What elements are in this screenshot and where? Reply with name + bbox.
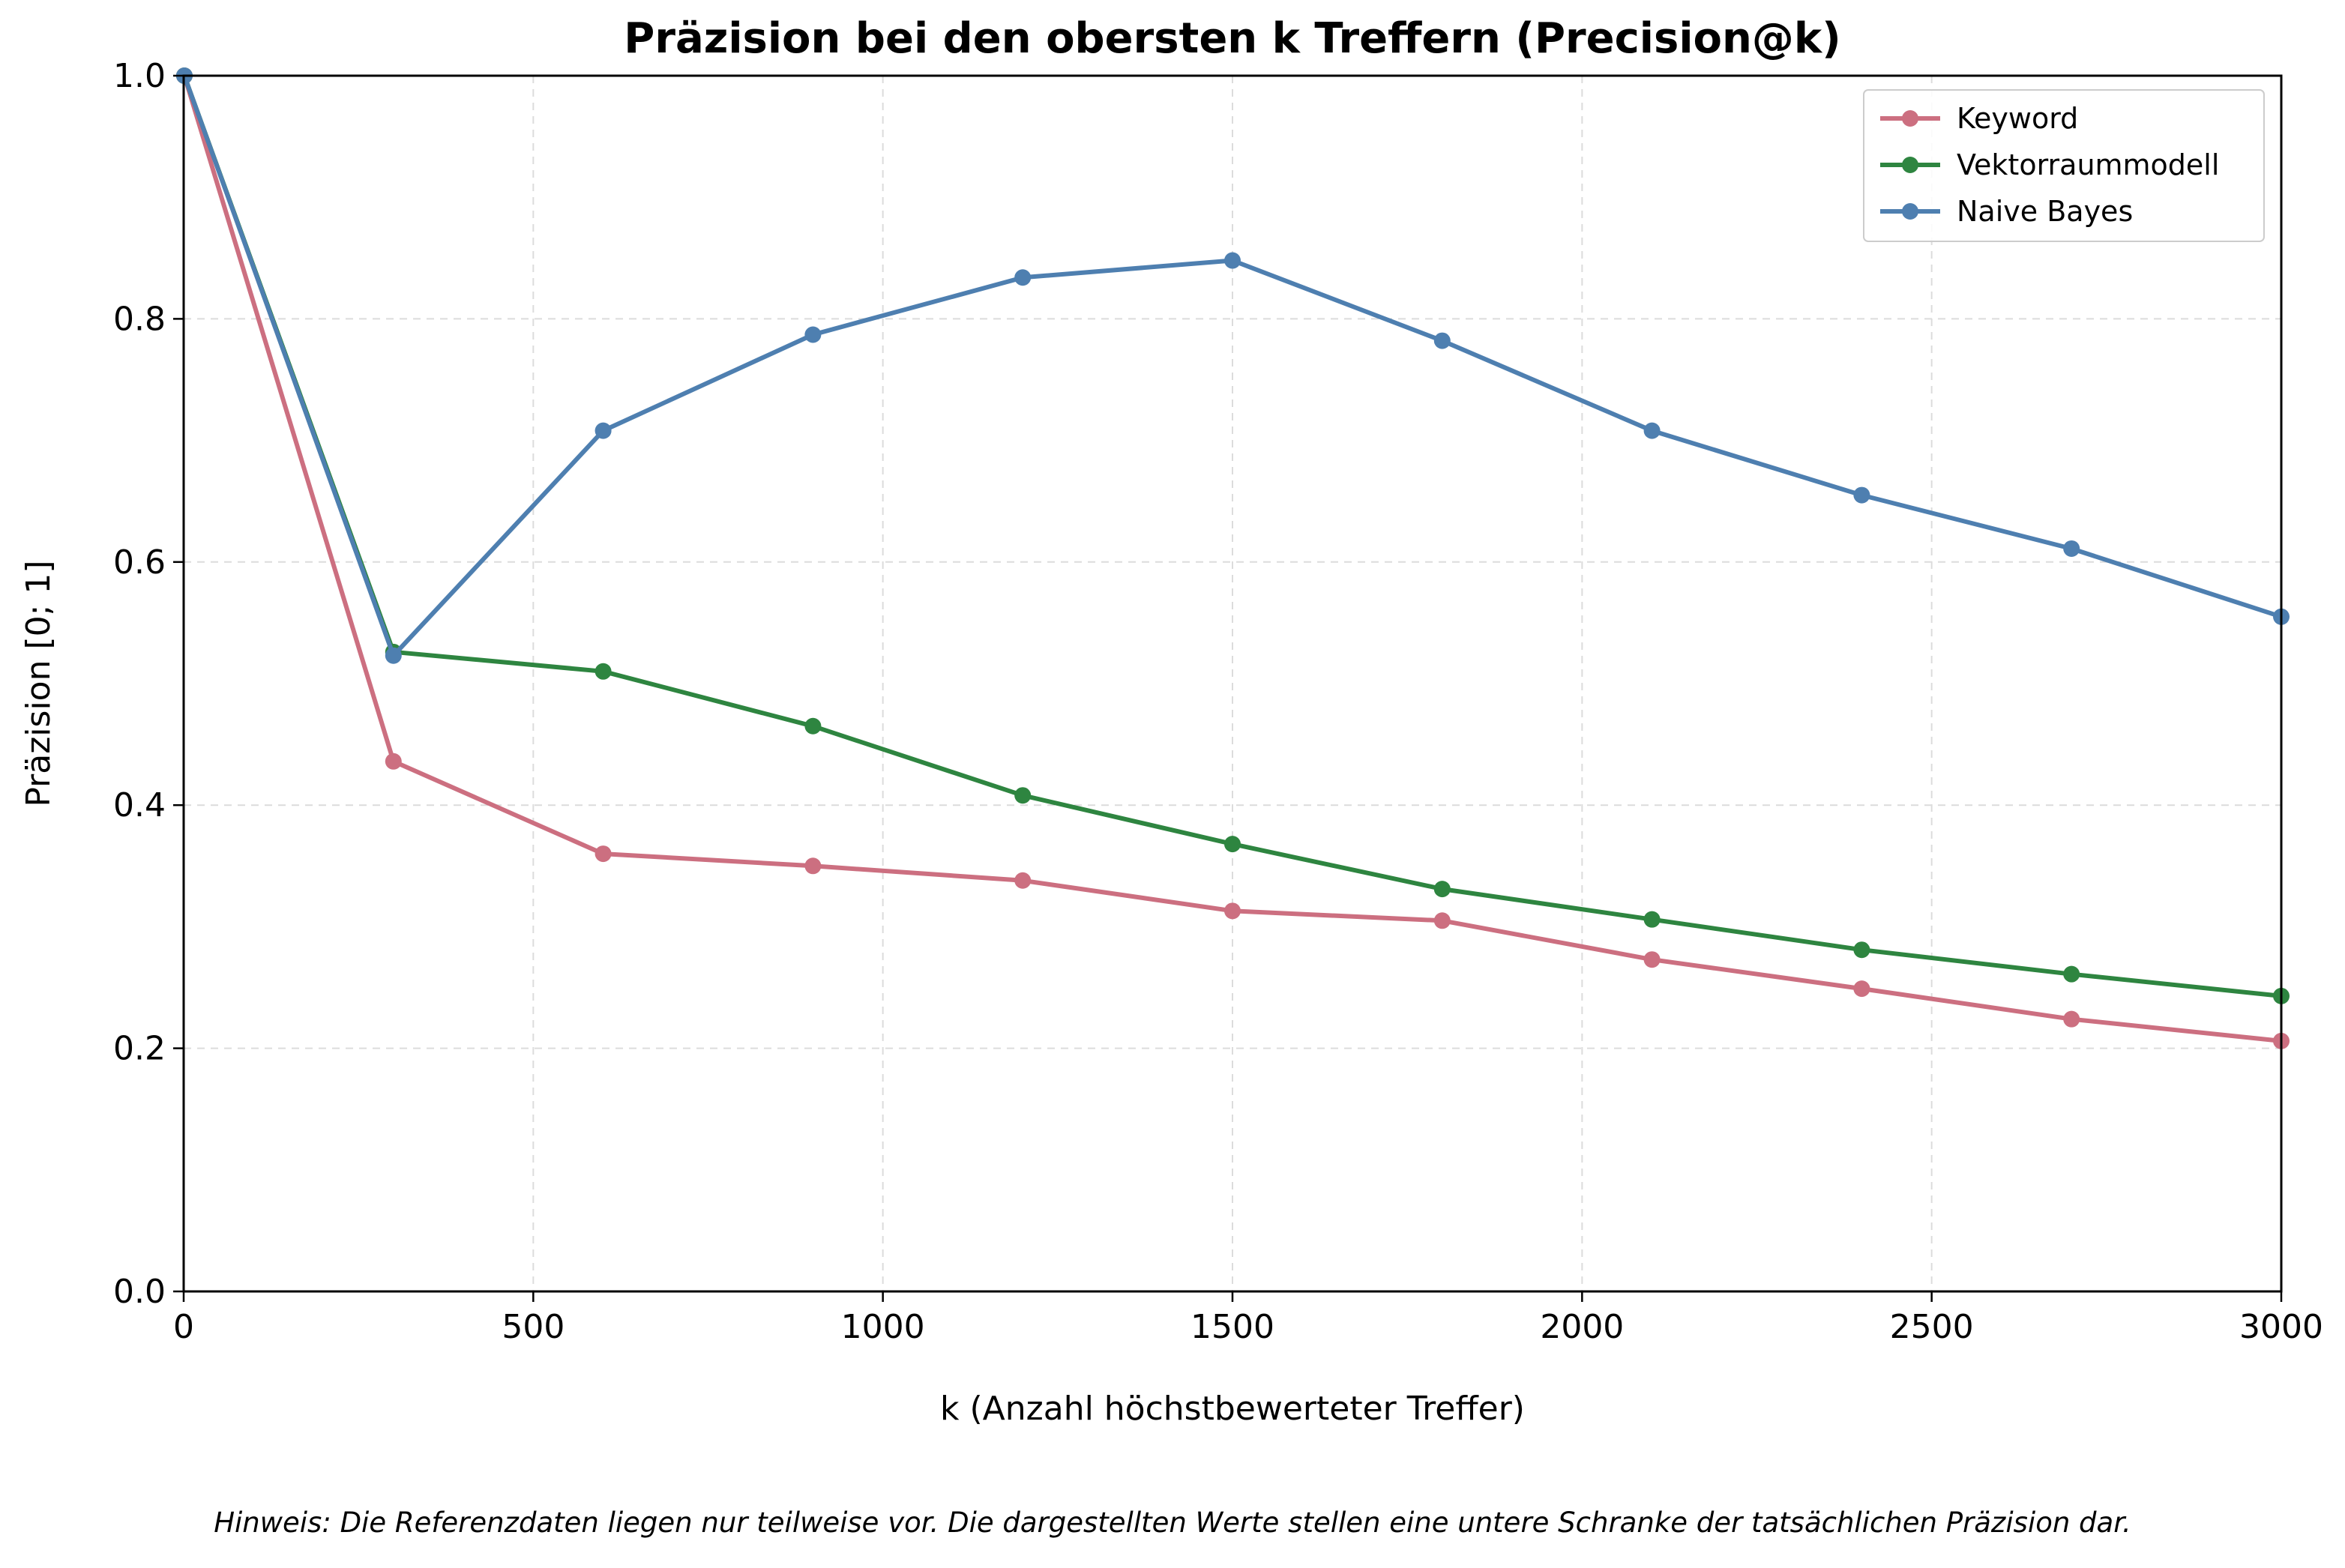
grid bbox=[184, 76, 2281, 1291]
legend-marker-keyword bbox=[1902, 110, 1918, 127]
y-tick-label: 0.0 bbox=[113, 1273, 166, 1311]
y-tick-label: 1.0 bbox=[113, 57, 166, 95]
x-tick-label: 500 bbox=[502, 1308, 565, 1346]
y-tick-label: 0.6 bbox=[113, 543, 166, 582]
data-point-naive-bayes bbox=[1643, 422, 1661, 439]
data-point-vektorraummodell bbox=[1433, 881, 1451, 898]
x-tick-label: 1000 bbox=[841, 1308, 925, 1346]
data-point-naive-bayes bbox=[1853, 486, 1870, 504]
x-axis-ticks: 0 500 1000 1500 2000 2500 3000 bbox=[173, 1291, 2323, 1346]
data-point-keyword bbox=[1853, 980, 1870, 998]
x-tick-label: 3000 bbox=[2239, 1308, 2323, 1346]
series-keyword bbox=[175, 67, 2290, 1049]
y-tick-label: 0.4 bbox=[113, 786, 166, 824]
legend-label-naive-bayes: Naive Bayes bbox=[1957, 195, 2133, 228]
data-point-keyword bbox=[1224, 902, 1241, 920]
data-point-naive-bayes bbox=[1433, 332, 1451, 349]
data-point-vektorraummodell bbox=[1643, 911, 1661, 928]
data-point-naive-bayes bbox=[1014, 269, 1032, 286]
data-point-naive-bayes bbox=[385, 647, 402, 664]
legend: Keyword Vektorraummodell Naive Bayes bbox=[1863, 89, 2265, 242]
y-tick-label: 0.2 bbox=[113, 1030, 166, 1068]
x-tick-label: 0 bbox=[173, 1308, 194, 1346]
footnote: Hinweis: Die Referenzdaten liegen nur te… bbox=[214, 1507, 2131, 1539]
data-point-keyword bbox=[594, 845, 612, 863]
series-naive-bayes bbox=[175, 67, 2290, 664]
legend-marker-naive-bayes bbox=[1902, 203, 1918, 220]
data-point-naive-bayes bbox=[1224, 252, 1241, 269]
data-point-naive-bayes bbox=[594, 422, 612, 439]
legend-label-vektorraummodell: Vektorraummodell bbox=[1957, 148, 2219, 181]
data-point-keyword bbox=[804, 857, 822, 875]
x-tick-label: 2000 bbox=[1540, 1308, 1624, 1346]
data-point-vektorraummodell bbox=[1014, 787, 1032, 804]
data-point-vektorraummodell bbox=[1224, 836, 1241, 853]
data-point-keyword bbox=[2063, 1010, 2080, 1028]
data-point-naive-bayes bbox=[804, 326, 822, 343]
data-point-vektorraummodell bbox=[804, 717, 822, 735]
data-point-keyword bbox=[1014, 872, 1032, 889]
data-point-naive-bayes bbox=[2063, 540, 2080, 557]
legend-box bbox=[1863, 89, 2265, 242]
legend-marker-vektorraummodell bbox=[1902, 157, 1918, 173]
x-tick-label: 1500 bbox=[1190, 1308, 1274, 1346]
y-axis-ticks: 0.0 0.2 0.4 0.6 0.8 1.0 bbox=[113, 57, 184, 1311]
chart-title: Präzision bei den obersten k Treffern (P… bbox=[624, 14, 1840, 63]
y-axis-label: Präzision [0; 1] bbox=[19, 560, 58, 806]
data-point-vektorraummodell bbox=[2063, 965, 2080, 983]
legend-label-keyword: Keyword bbox=[1957, 102, 2078, 135]
x-axis-label: k (Anzahl höchstbewerteter Treffer) bbox=[940, 1390, 1525, 1428]
data-point-keyword bbox=[1643, 951, 1661, 968]
data-point-vektorraummodell bbox=[594, 663, 612, 680]
x-tick-label: 2500 bbox=[1890, 1308, 1974, 1346]
series-layer bbox=[175, 67, 2290, 1049]
data-point-keyword bbox=[1433, 912, 1451, 929]
data-point-vektorraummodell bbox=[1853, 941, 1870, 959]
data-point-keyword bbox=[385, 753, 402, 770]
y-tick-label: 0.8 bbox=[113, 300, 166, 338]
